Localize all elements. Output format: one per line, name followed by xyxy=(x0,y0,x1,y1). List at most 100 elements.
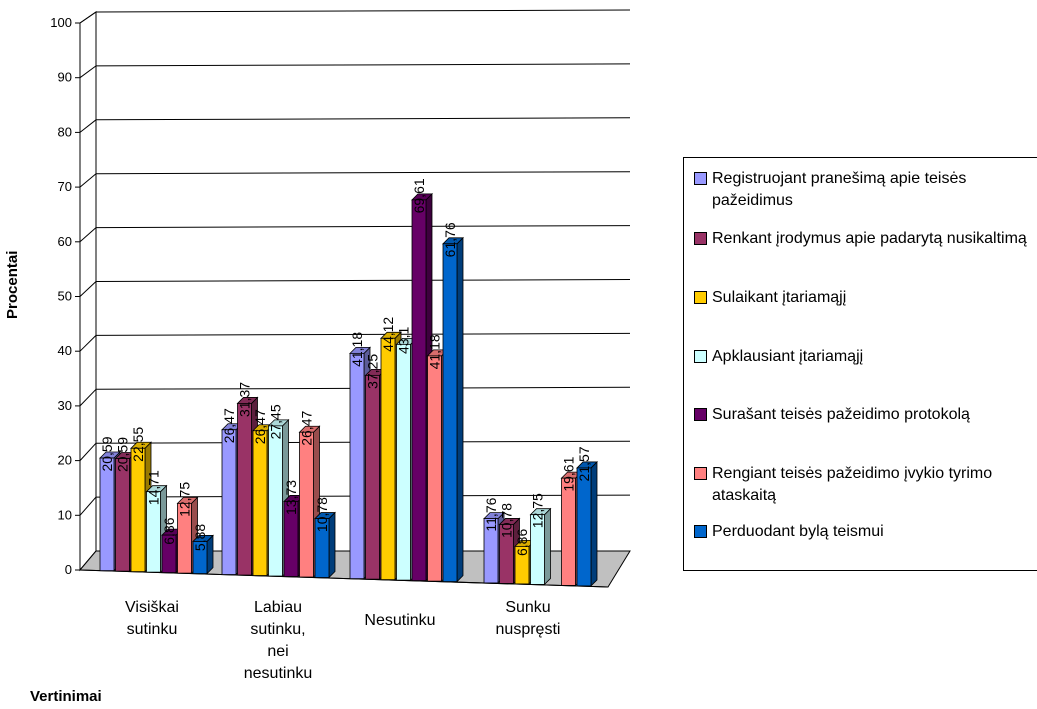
bar xyxy=(365,374,380,580)
data-label: 20,59 xyxy=(115,437,131,472)
bar xyxy=(252,430,268,576)
gridline xyxy=(95,225,631,229)
gridline xyxy=(95,171,631,175)
gridline xyxy=(95,279,631,282)
bar xyxy=(499,524,514,584)
gridline xyxy=(95,9,631,13)
legend-item: Apklausiant įtariamąjį xyxy=(694,346,1037,368)
y-tick-label: 60 xyxy=(58,234,72,249)
gridline-diagonal xyxy=(79,335,97,352)
x-category-label: Visiškai xyxy=(125,599,179,616)
data-label: 41,18 xyxy=(427,334,443,369)
legend-swatch xyxy=(694,172,707,185)
legend-label: Rengiant teisės pažeidimo įvykio tyrimo … xyxy=(712,465,993,504)
data-label: 11,76 xyxy=(483,497,499,531)
data-label: 31,37 xyxy=(237,382,253,417)
data-label: 37,25 xyxy=(365,354,381,389)
data-label: 10,78 xyxy=(499,503,515,538)
bar xyxy=(283,501,299,577)
data-label: 21,57 xyxy=(576,446,592,481)
data-label: 6,86 xyxy=(514,529,530,556)
legend-swatch xyxy=(694,232,707,245)
x-category-label: nei xyxy=(267,643,288,660)
legend-swatch xyxy=(694,467,707,480)
legend-swatch xyxy=(694,291,707,304)
bar xyxy=(514,545,530,585)
bar xyxy=(314,518,330,578)
x-axis-title: Vertinimai xyxy=(30,688,102,705)
bar xyxy=(177,502,192,574)
x-category-label: Nesutinku xyxy=(364,612,435,629)
y-tick-label: 100 xyxy=(50,15,72,30)
data-label: 20,59 xyxy=(99,436,115,471)
y-tick-label: 40 xyxy=(58,343,72,358)
y-axis-title: Procentai xyxy=(4,250,21,320)
data-label: 44,12 xyxy=(380,317,396,352)
data-label: 26,47 xyxy=(221,408,237,443)
data-label: 5,88 xyxy=(192,524,208,551)
bar xyxy=(411,199,427,582)
bar-side xyxy=(456,236,464,583)
bar xyxy=(561,477,576,586)
bar xyxy=(130,447,146,573)
legend-label: Apklausiant įtariamąjį xyxy=(712,348,864,365)
data-label: 19,61 xyxy=(561,456,577,491)
x-category-label: sutinku, xyxy=(250,621,305,638)
legend-item: Rengiant teisės pažeidimo įvykio tyrimo … xyxy=(694,463,1037,507)
legend-label: Surašant teisės pažeidimo protokolą xyxy=(712,406,970,423)
legend-label: Perduodant bylą teismui xyxy=(712,523,884,540)
gridline-diagonal xyxy=(79,173,97,188)
bar xyxy=(427,355,442,582)
data-label: 22,55 xyxy=(130,427,146,462)
data-label: 12,75 xyxy=(530,493,546,528)
legend-item: Surašant teisės pažeidimo protokolą xyxy=(694,404,1037,426)
y-tick-label: 10 xyxy=(58,507,72,522)
gridline xyxy=(95,332,631,336)
data-label: 27,45 xyxy=(268,404,284,439)
bar xyxy=(99,457,115,572)
bar xyxy=(146,491,161,573)
bar xyxy=(380,337,396,581)
data-label: 69,61 xyxy=(411,178,427,213)
x-category-label: sutinku xyxy=(127,621,178,638)
bar xyxy=(221,429,237,575)
data-label: 26,47 xyxy=(299,411,315,446)
bar xyxy=(576,467,592,587)
x-category-label: nuspręsti xyxy=(496,621,561,638)
legend-label: Renkant įrodymus apie padarytą nusikalti… xyxy=(712,230,1027,247)
data-label: 43,1 xyxy=(396,327,412,354)
data-label: 14,71 xyxy=(146,470,162,505)
gridline-diagonal xyxy=(79,496,97,516)
legend-swatch xyxy=(694,408,707,421)
y-tick-label: 20 xyxy=(58,453,72,468)
data-label: 41,18 xyxy=(349,332,365,367)
y-tick-label: 50 xyxy=(58,289,72,304)
bar xyxy=(442,243,458,583)
bar xyxy=(161,534,177,574)
gridline-diagonal xyxy=(79,388,97,407)
legend-item: Perduodant bylą teismui xyxy=(694,521,1037,543)
legend-item: Renkant įrodymus apie padarytą nusikalti… xyxy=(694,228,1037,250)
gridline-diagonal xyxy=(79,119,97,133)
gridline-diagonal xyxy=(79,281,97,297)
data-label: 6,86 xyxy=(161,517,177,544)
x-category-label: Labiau xyxy=(254,599,302,616)
bar xyxy=(483,518,499,584)
data-label: 13,73 xyxy=(283,480,299,515)
x-category-label: Sunku xyxy=(505,599,550,616)
legend-swatch xyxy=(694,350,707,363)
legend: Registruojant pranešimą apie teisės paže… xyxy=(683,157,1037,571)
bar xyxy=(192,541,208,575)
bar xyxy=(268,425,283,577)
bar xyxy=(115,458,130,572)
legend-label: Sulaikant įtariamąjį xyxy=(712,289,847,306)
legend-label: Registruojant pranešimą apie teisės paže… xyxy=(712,170,967,209)
data-label: 61,76 xyxy=(442,222,458,257)
y-tick-label: 30 xyxy=(58,398,72,413)
data-label: 10,78 xyxy=(314,497,330,532)
side-wall xyxy=(79,11,97,572)
data-label: 26,47 xyxy=(252,409,268,444)
y-tick-label: 80 xyxy=(58,124,72,139)
bar xyxy=(349,352,365,580)
bar xyxy=(237,403,252,576)
